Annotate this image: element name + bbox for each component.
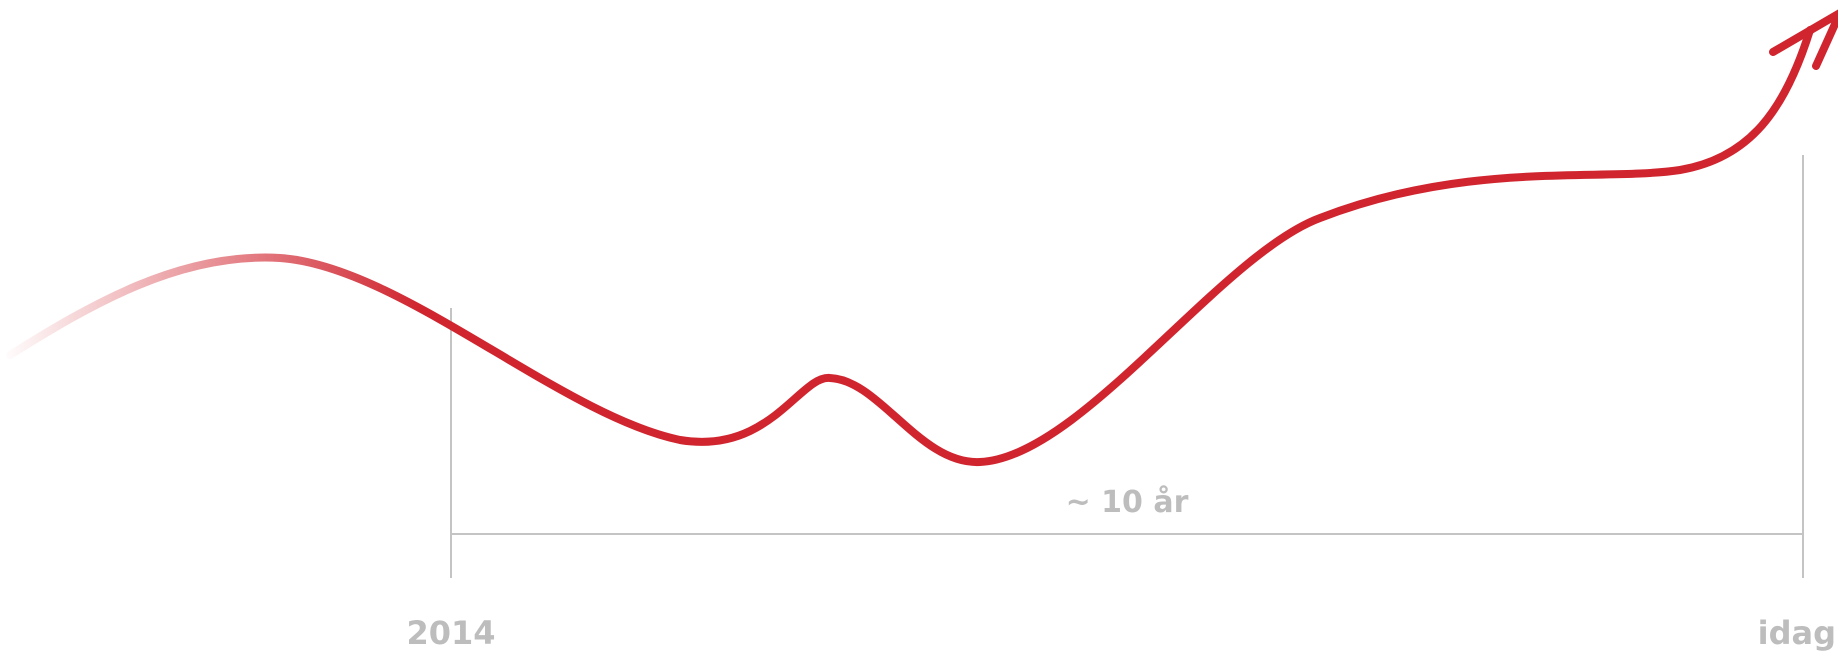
start-year-label: 2014 [406, 614, 495, 652]
trend-curve [6, 26, 1814, 467]
end-today-label: idag [1758, 614, 1836, 652]
arrow-up-right-icon [1769, 9, 1838, 70]
span-label: ~ 10 år [1066, 484, 1189, 520]
